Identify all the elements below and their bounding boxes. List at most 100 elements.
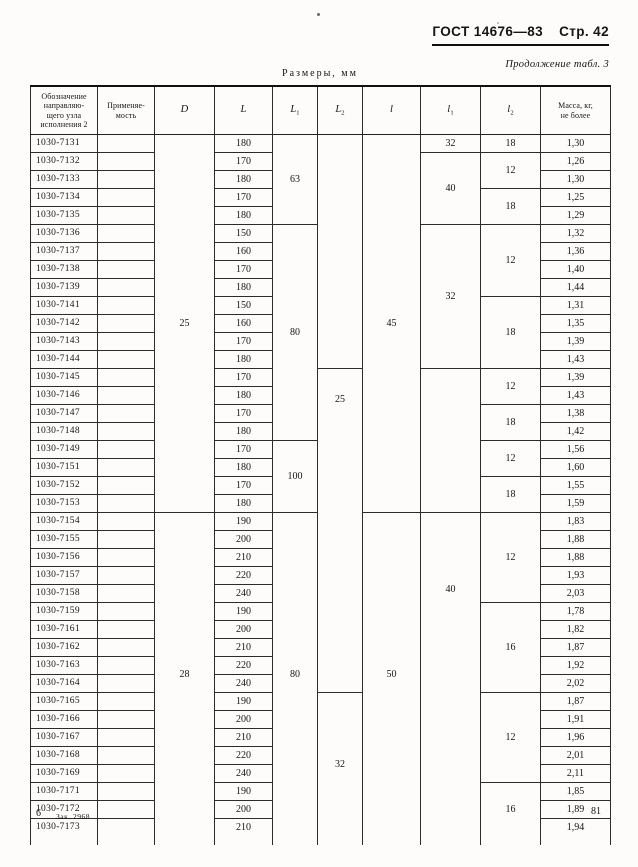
- column-header: l1: [420, 85, 481, 135]
- l2-cell: 12: [480, 152, 541, 189]
- mass-cell: 1,35: [540, 314, 611, 333]
- applicability-cell: [97, 350, 155, 369]
- mass-cell: 1,38: [540, 404, 611, 423]
- designation-cell: 1030-7161: [30, 620, 98, 639]
- table-row: 1030-7158 240 2,03: [30, 584, 611, 603]
- table-row: 1030-7159 190 16 1,78: [30, 602, 611, 693]
- mass-cell: 1,39: [540, 368, 611, 387]
- designation-cell: 1030-7156: [30, 548, 98, 567]
- L-cell: 220: [214, 656, 273, 675]
- table-row: 1030-7151 180 1,60: [30, 458, 611, 477]
- L-cell: 180: [214, 422, 273, 441]
- table-row: 1030-7145 170 25 12 1,39: [30, 368, 611, 693]
- applicability-cell: [97, 476, 155, 495]
- mass-cell: 1,31: [540, 296, 611, 315]
- table-row: 1030-7148 180 1,42: [30, 422, 611, 441]
- mass-cell: 1,96: [540, 728, 611, 747]
- table-row: 1030-7149 170 100 12 1,56: [30, 440, 611, 513]
- column-header: l: [362, 85, 421, 135]
- table-continuation-note: Продолжение табл. 3: [505, 59, 609, 70]
- applicability-cell: [97, 278, 155, 297]
- applicability-cell: [97, 494, 155, 513]
- column-line-stub: [272, 836, 318, 845]
- L-cell: 240: [214, 764, 273, 783]
- applicability-cell: [97, 440, 155, 459]
- L-cell: 170: [214, 440, 273, 459]
- gost-header-line: ГОСТ 14676—83 Стр. 42: [432, 24, 609, 46]
- L1-cell: 80: [272, 224, 318, 441]
- designation-cell: 1030-7133: [30, 170, 98, 189]
- L-cell: 190: [214, 782, 273, 801]
- applicability-cell: [97, 404, 155, 423]
- applicability-cell: [97, 710, 155, 729]
- column-line-stub: [362, 836, 421, 845]
- l1-cell: 32: [420, 224, 481, 369]
- designation-cell: 1030-7141: [30, 296, 98, 315]
- table-row: 1030-7144 180 1,43: [30, 350, 611, 369]
- applicability-cell: [97, 458, 155, 477]
- applicability-cell: [97, 296, 155, 315]
- table-row: 1030-7172 200 1,89: [30, 800, 611, 819]
- column-header: L1: [272, 85, 318, 135]
- L-cell: 210: [214, 638, 273, 657]
- column-header: L: [214, 85, 273, 135]
- footer-order-number: Зак. 2968: [56, 812, 90, 821]
- l2-cell: 18: [480, 296, 541, 369]
- applicability-cell: [97, 224, 155, 243]
- mass-cell: 1,43: [540, 386, 611, 405]
- mass-cell: 1,44: [540, 278, 611, 297]
- applicability-cell: [97, 566, 155, 585]
- L-cell: 200: [214, 800, 273, 819]
- mass-cell: 1,43: [540, 350, 611, 369]
- applicability-cell: [97, 548, 155, 567]
- table-row: 1030-7153 180 1,59: [30, 494, 611, 513]
- table-row: 1030-7131 25 180 63 45 32 18 1,30: [30, 134, 611, 513]
- l-cell: 45: [362, 134, 421, 513]
- L-cell: 180: [214, 458, 273, 477]
- L-cell: 180: [214, 350, 273, 369]
- L-cell: 170: [214, 260, 273, 279]
- table-row: 1030-7168 220 2,01: [30, 746, 611, 765]
- footer-signature-number: 6: [36, 808, 41, 819]
- mass-cell: 1,92: [540, 656, 611, 675]
- designation-cell: 1030-7135: [30, 206, 98, 225]
- column-line-stub: [480, 836, 541, 845]
- L-cell: 170: [214, 152, 273, 171]
- mass-cell: 1,56: [540, 440, 611, 459]
- applicability-cell: [97, 638, 155, 657]
- L-cell: 180: [214, 134, 273, 153]
- mass-cell: 1,26: [540, 152, 611, 171]
- column-line-stub: [317, 836, 363, 845]
- l2-cell: 12: [480, 224, 541, 297]
- table-row: 1030-7137 160 1,36: [30, 242, 611, 261]
- designation-cell: 1030-7163: [30, 656, 98, 675]
- L-cell: 180: [214, 170, 273, 189]
- L-cell: 180: [214, 386, 273, 405]
- l2-cell: 12: [480, 368, 541, 405]
- applicability-cell: [97, 800, 155, 819]
- scan-speck: [497, 22, 499, 24]
- designation-cell: 1030-7158: [30, 584, 98, 603]
- table-row: 1030-7132 170 40 12 1,26: [30, 152, 611, 225]
- L-cell: 180: [214, 278, 273, 297]
- designation-cell: 1030-7153: [30, 494, 98, 513]
- L-cell: 170: [214, 476, 273, 495]
- L-cell: 190: [214, 602, 273, 621]
- applicability-cell: [97, 206, 155, 225]
- mass-cell: 2,01: [540, 746, 611, 765]
- applicability-cell: [97, 242, 155, 261]
- L-cell: 190: [214, 512, 273, 531]
- L-cell: 170: [214, 404, 273, 423]
- designation-cell: 1030-7162: [30, 638, 98, 657]
- mass-cell: 1,36: [540, 242, 611, 261]
- l1-cell: 40: [420, 152, 481, 225]
- mass-cell: 1,32: [540, 224, 611, 243]
- designation-cell: 1030-7138: [30, 260, 98, 279]
- mass-cell: 1,82: [540, 620, 611, 639]
- l1-cell: 40: [420, 512, 481, 836]
- l2-cell: 12: [480, 440, 541, 477]
- mass-cell: 1,29: [540, 206, 611, 225]
- table-row: 1030-7156 210 1,88: [30, 548, 611, 567]
- designation-cell: 1030-7147: [30, 404, 98, 423]
- mass-cell: 1,55: [540, 476, 611, 495]
